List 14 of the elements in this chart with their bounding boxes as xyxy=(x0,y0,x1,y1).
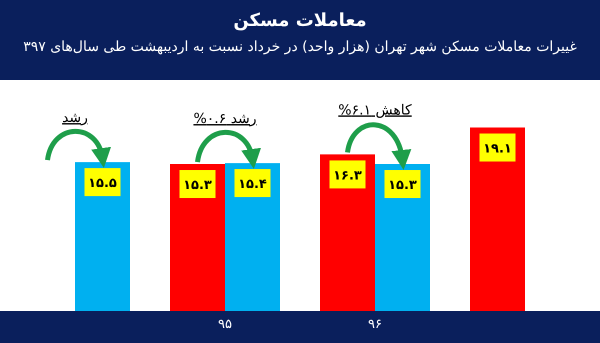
x-tick-label: ۹۵ xyxy=(218,317,232,332)
text: رشد xyxy=(62,110,88,126)
data-label: ۱۵.۳ xyxy=(388,178,417,194)
text: رشد ۰.۶% xyxy=(193,111,257,128)
data-label: ۱۵.۵ xyxy=(88,176,117,192)
x-tick-label: ۹۶ xyxy=(368,317,382,332)
data-label: ۱۵.۳ xyxy=(183,178,212,194)
data-label: ۱۶.۳ xyxy=(333,168,362,184)
chart-subtitle: غییرات معاملات مسکن شهر تهران (هزار واحد) در خرداد نسبت به اردیبهشت طی سال‌های ۳۹۷ xyxy=(22,39,578,55)
chart-title: معاملات مسکن xyxy=(232,10,368,31)
bar xyxy=(470,128,525,311)
data-label: ۱۹.۱ xyxy=(483,142,512,157)
text: کاهش ۶.۱% xyxy=(338,102,412,118)
data-label: ۱۵.۴ xyxy=(238,177,267,192)
